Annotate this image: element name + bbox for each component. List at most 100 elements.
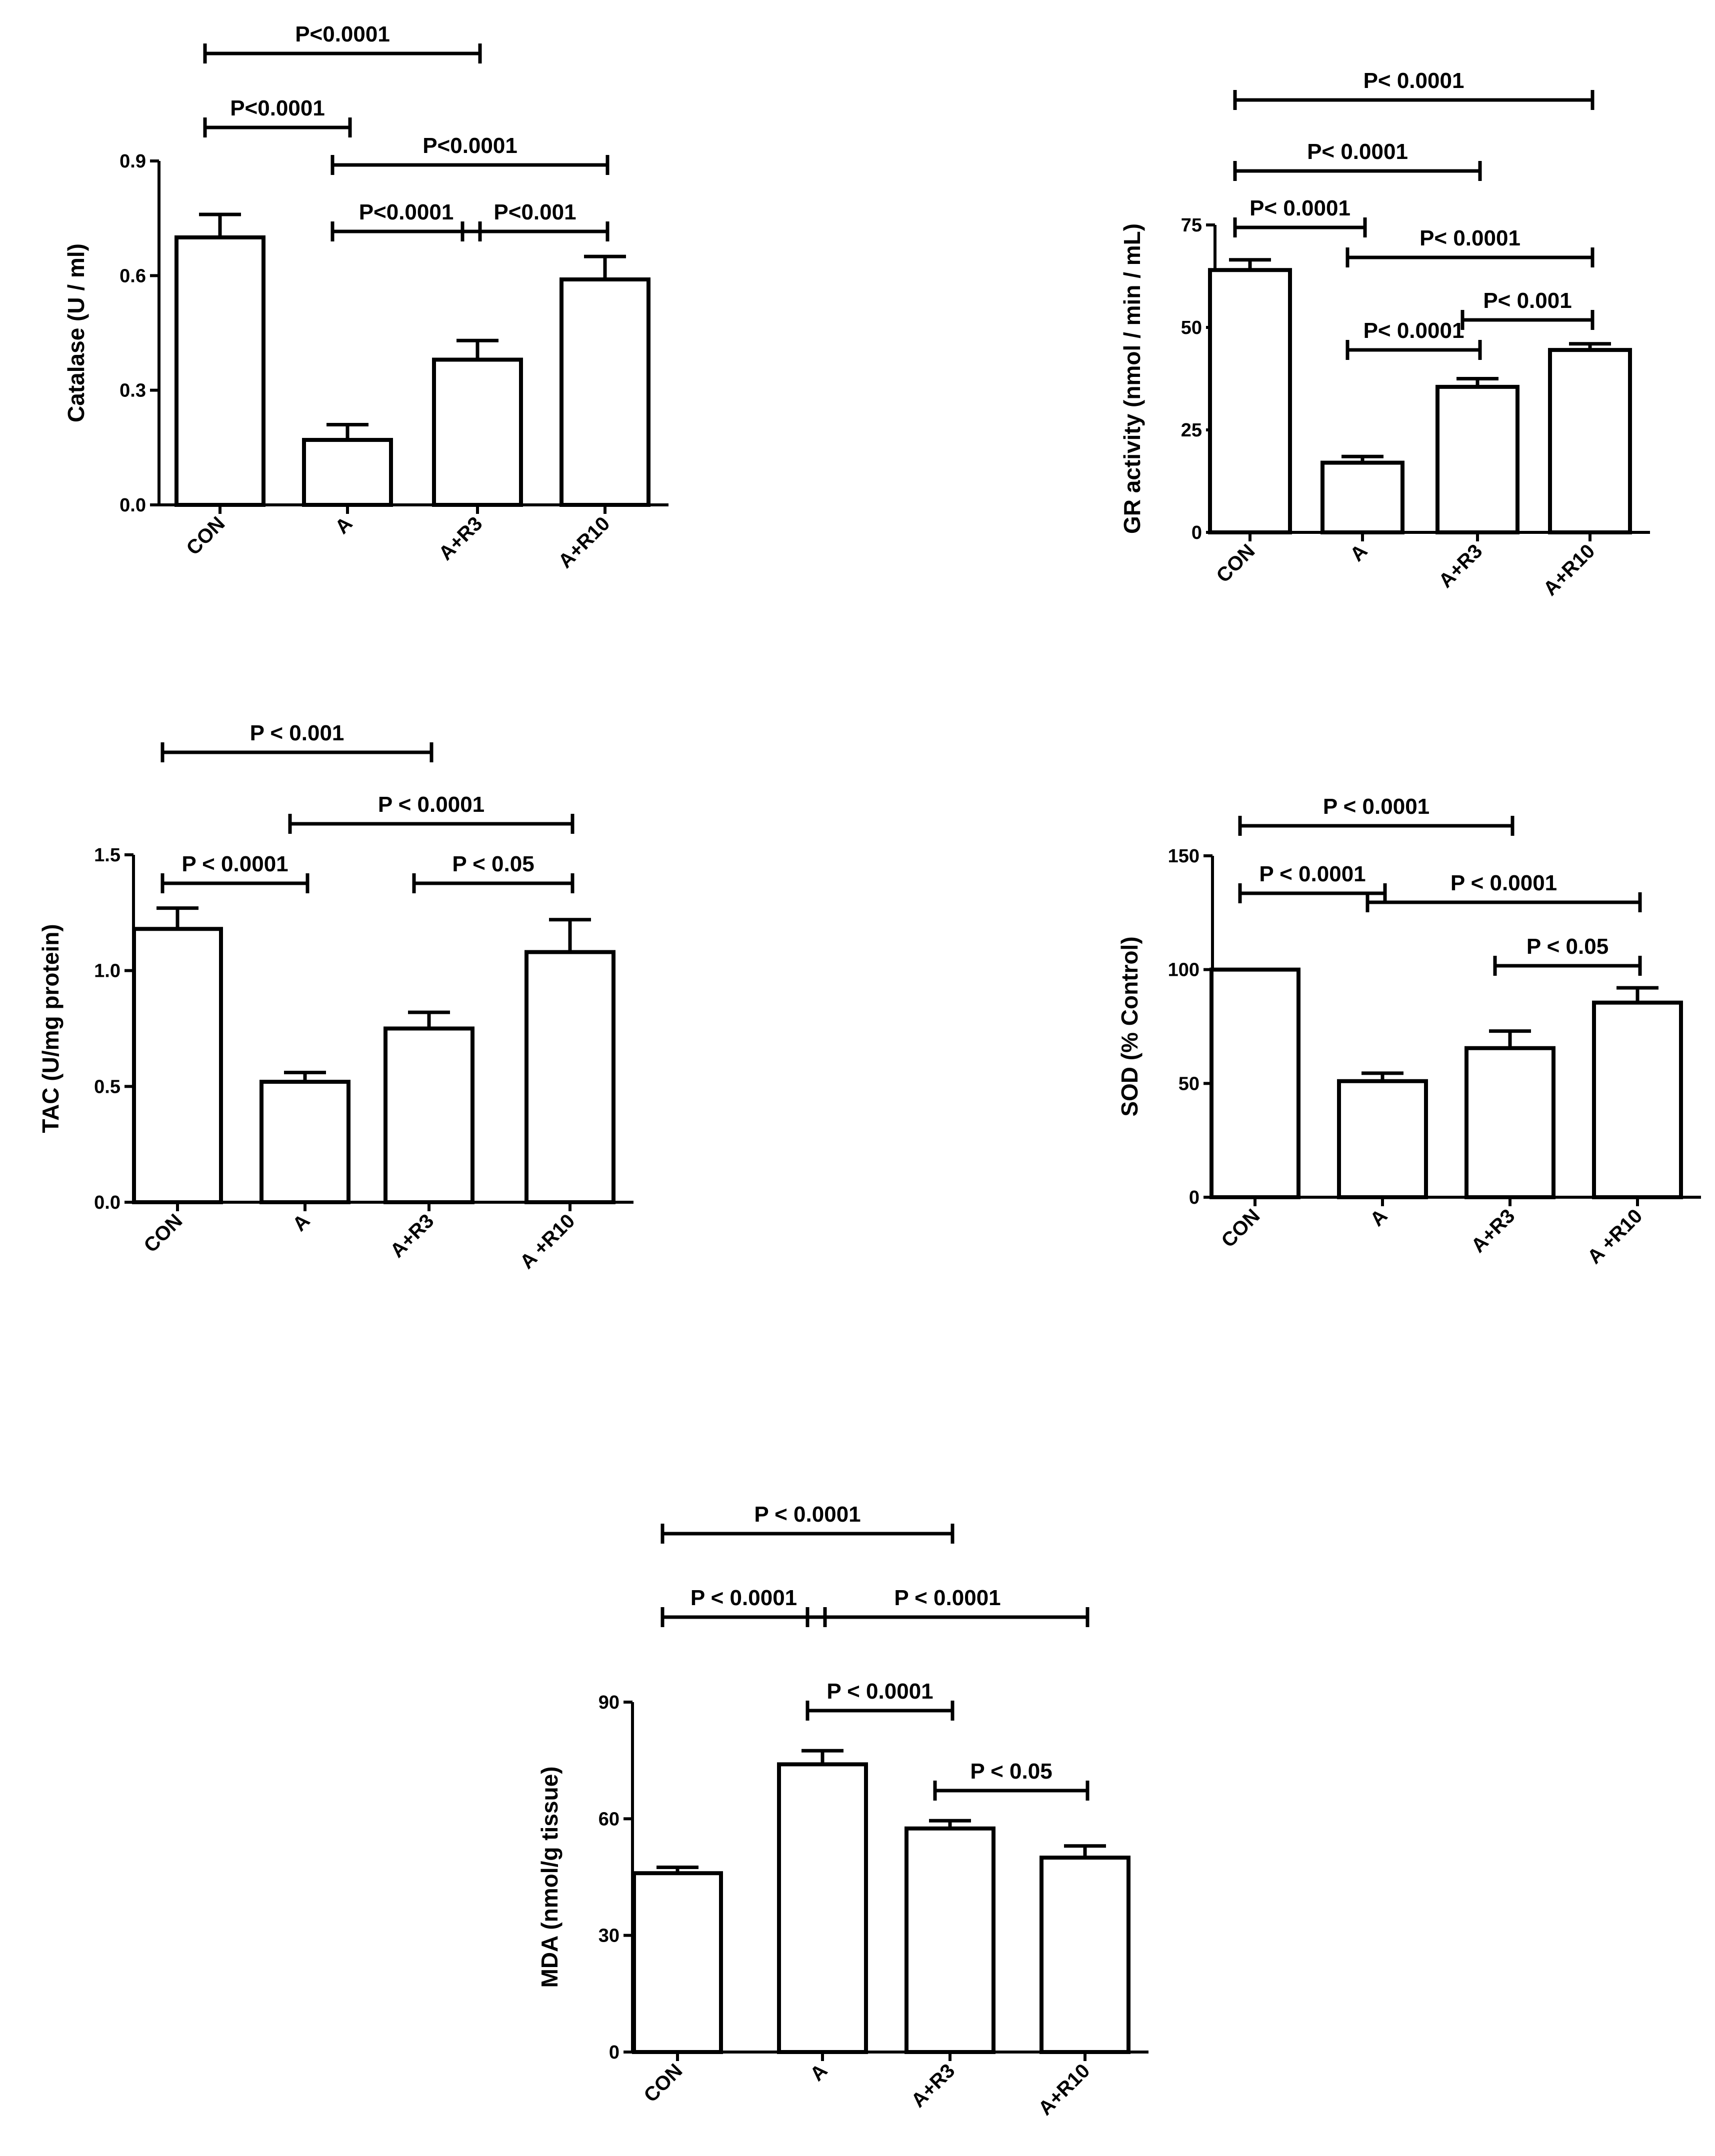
significance-bracket: P < 0.0001 — [806, 1679, 954, 1721]
significance-bracket: P< 0.001 — [1460, 288, 1594, 330]
p-value-label: P < 0.0001 — [826, 1679, 933, 1704]
significance-bracket: P < 0.0001 — [660, 1502, 954, 1544]
bar-con — [632, 1871, 723, 2054]
bar-con — [174, 235, 266, 507]
p-value-label: P<0.0001 — [295, 22, 390, 46]
p-value-label: P< 0.0001 — [1420, 226, 1520, 250]
p-value-label: P < 0.05 — [970, 1759, 1052, 1784]
significance-bracket: P < 0.001 — [160, 721, 434, 762]
x-tick-label: CON — [182, 512, 229, 559]
x-tick-label: A+R10 — [554, 512, 614, 572]
y-tick-label: 25 — [1181, 420, 1202, 441]
x-tick-label: A+R10 — [1034, 2060, 1094, 2120]
x-tick-label: A +R10 — [516, 1210, 580, 1273]
p-value-label: P < 0.0001 — [182, 852, 288, 876]
significance-bracket: P < 0.05 — [1493, 934, 1642, 976]
significance-bracket: P < 0.0001 — [806, 1586, 1090, 1627]
p-value-label: P<0.0001 — [359, 200, 454, 224]
p-value-label: P< 0.0001 — [1364, 318, 1464, 343]
chart-mda: 0 30 60 90 MDA (nmol/g tissue) CON A A+R3 A+R10 P… — [536, 1502, 1148, 2120]
bar-ar10 — [560, 277, 650, 507]
p-value-label: P<0.0001 — [230, 96, 325, 120]
p-value-label: P < 0.0001 — [378, 792, 484, 817]
y-tick-label: 1.5 — [94, 845, 120, 866]
bar-a — [1320, 460, 1404, 534]
x-tick-label: A+R10 — [1539, 540, 1599, 600]
bar-con — [132, 927, 223, 1205]
y-tick-label: 0.3 — [120, 380, 146, 401]
x-tick-label: A — [288, 1210, 314, 1236]
bar-a — [302, 438, 393, 507]
significance-bracket: P< 0.0001 — [1233, 196, 1367, 237]
p-value-label: P < 0.0001 — [1450, 871, 1557, 895]
significance-bracket: P < 0.0001 — [1366, 871, 1642, 912]
chart-sod: 0 50 100 150 SOD (% Control) CON A A+R3 A +R10 P … — [1116, 794, 1701, 1268]
y-axis-label: MDA (nmol/g tissue) — [536, 1767, 562, 1988]
bar-ar10 — [1040, 1856, 1130, 2054]
bar-ar3 — [384, 1026, 474, 1204]
y-tick-label: 0.6 — [120, 265, 146, 286]
y-tick-label: 50 — [1178, 1073, 1200, 1094]
bar-ar3 — [904, 1826, 996, 2055]
x-tick-label: A — [331, 512, 357, 538]
p-value-label: P< 0.001 — [1483, 288, 1572, 313]
x-tick-label: A+R3 — [1434, 540, 1486, 592]
y-tick-label: 30 — [598, 1926, 620, 1947]
y-tick-label: 0 — [609, 2042, 620, 2063]
significance-bracket: P<0.0001 — [330, 200, 482, 241]
y-tick-label: 50 — [1181, 317, 1202, 338]
p-value-label: P < 0.0001 — [754, 1502, 860, 1527]
p-value-label: P< 0.0001 — [1250, 196, 1350, 220]
significance-bracket: P < 0.05 — [933, 1759, 1090, 1801]
x-tick-label: CON — [140, 1210, 186, 1257]
p-value-label: P < 0.05 — [1526, 934, 1608, 959]
y-tick-label: 0.0 — [120, 495, 146, 516]
significance-bracket: P < 0.0001 — [660, 1586, 827, 1627]
significance-bracket: P < 0.0001 — [160, 852, 310, 893]
significance-bracket: P<0.0001 — [330, 133, 610, 175]
significance-bracket: P< 0.0001 — [1233, 139, 1482, 181]
x-tick-label: A — [806, 2060, 832, 2086]
bar-a — [777, 1762, 868, 2054]
bar-ar10 — [1548, 348, 1632, 534]
significance-bracket: P < 0.0001 — [1238, 794, 1514, 836]
p-value-label: P< 0.0001 — [1364, 68, 1464, 93]
bar-con — [1208, 268, 1292, 534]
significance-bracket: P<0.001 — [460, 200, 610, 241]
significance-bracket: P < 0.0001 — [288, 792, 574, 834]
chart-gr: 0 25 50 75 GR activity (nmol / min / mL) CON A… — [1119, 68, 1650, 600]
y-axis-label: GR activity (nmol / min / mL) — [1119, 223, 1145, 534]
y-axis-label: TAC (U/mg protein) — [38, 924, 64, 1133]
p-value-label: P < 0.05 — [452, 852, 534, 876]
bar-ar3 — [1464, 1046, 1556, 1199]
y-tick-label: 0 — [1189, 1187, 1200, 1208]
y-tick-label: 100 — [1168, 960, 1200, 981]
significance-bracket: P < 0.0001 — [1238, 862, 1387, 903]
bar-ar10 — [1592, 1000, 1683, 1199]
significance-bracket: P<0.0001 — [203, 96, 352, 137]
p-value-label: P < 0.0001 — [1323, 794, 1430, 819]
significance-bracket: P< 0.0001 — [1346, 226, 1594, 267]
bar-ar3 — [1436, 384, 1520, 535]
significance-bracket: P<0.0001 — [203, 22, 482, 63]
significance-bracket: P< 0.0001 — [1233, 68, 1594, 110]
y-tick-label: 0.0 — [94, 1192, 120, 1213]
y-tick-label: 0 — [1192, 522, 1202, 543]
bar-a — [260, 1080, 350, 1204]
p-value-label: P < 0.0001 — [1259, 862, 1366, 886]
y-axis-label: SOD (% Control) — [1116, 936, 1142, 1116]
y-tick-label: 75 — [1181, 215, 1202, 236]
y-tick-label: 0.5 — [94, 1076, 120, 1097]
x-tick-label: A — [1366, 1205, 1392, 1231]
x-tick-label: CON — [1212, 540, 1259, 587]
p-value-label: P < 0.0001 — [690, 1586, 797, 1610]
p-value-label: P< 0.0001 — [1307, 139, 1408, 164]
chart-catalase: 0.0 0.3 0.6 0.9 Catalase (U / ml) CON A A+R3 A+R… — [63, 22, 668, 572]
y-tick-label: 0.9 — [120, 151, 146, 172]
x-tick-label: A+R3 — [1467, 1205, 1519, 1257]
y-axis-label: Catalase (U / ml) — [63, 243, 89, 422]
y-tick-label: 90 — [598, 1692, 620, 1713]
bar-ar10 — [524, 950, 616, 1204]
bar-ar3 — [432, 357, 523, 507]
